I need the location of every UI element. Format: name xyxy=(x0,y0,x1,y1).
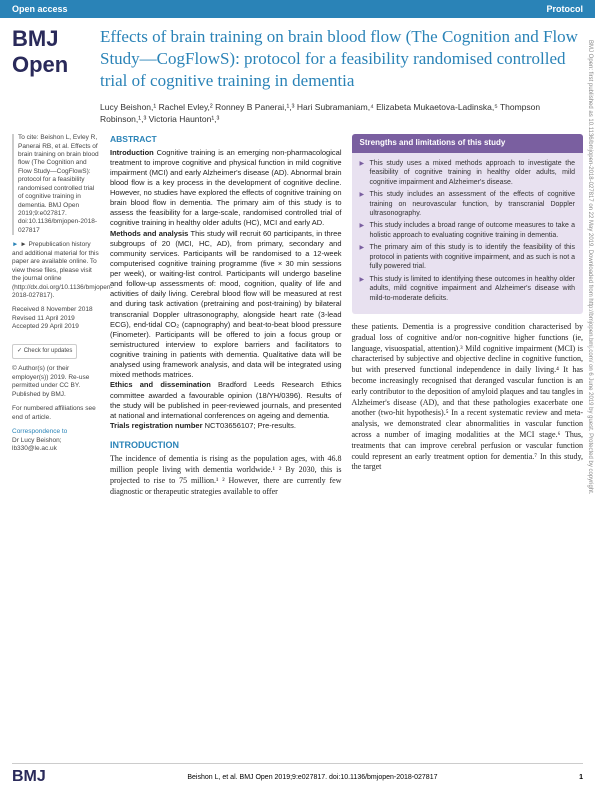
intro-col2: these patients. Dementia is a progressiv… xyxy=(352,322,584,473)
abstract-ethics: Ethics and dissemination Bradford Leeds … xyxy=(110,380,342,421)
column-right: Strengths and limitations of this study … xyxy=(352,134,584,497)
box-title: Strengths and limitations of this study xyxy=(352,134,584,153)
box-item: This study includes a broad range of out… xyxy=(360,221,576,240)
article-title: Effects of brain training on brain blood… xyxy=(100,26,583,92)
box-item: This study includes an assessment of the… xyxy=(360,190,576,218)
box-item: This study is limited to identifying the… xyxy=(360,275,576,303)
header-left: Open access xyxy=(12,4,68,14)
correspondence: Correspondence toDr Lucy Beishon; lb330@… xyxy=(12,428,100,453)
abstract-trials: Trials registration number NCT03656107; … xyxy=(110,421,342,431)
box-item: The primary aim of this study is to iden… xyxy=(360,243,576,271)
abstract-heading: ABSTRACT xyxy=(110,134,342,145)
prepub-note: ► ► Prepublication history and additiona… xyxy=(12,241,100,300)
title-row: BMJ Open Effects of brain training on br… xyxy=(0,18,595,92)
abstract-methods: Methods and analysis This study will rec… xyxy=(110,229,342,381)
footer-citation: Beishon L, et al. BMJ Open 2019;9:e02781… xyxy=(187,774,437,781)
column-left: ABSTRACT Introduction Cognitive training… xyxy=(110,134,342,497)
side-copyright: BMJ Open: first published as 10.1136/bmj… xyxy=(587,40,593,740)
footer-logo: BMJ xyxy=(12,768,46,786)
intro-heading: INTRODUCTION xyxy=(110,439,342,451)
page-number: 1 xyxy=(579,774,583,781)
footer: BMJ Beishon L, et al. BMJ Open 2019;9:e0… xyxy=(12,763,583,786)
journal-logo: BMJ Open xyxy=(12,26,100,78)
authors: Lucy Beishon,¹ Rachel Evley,² Ronney B P… xyxy=(0,92,595,134)
box-item: This study uses a mixed methods approach… xyxy=(360,159,576,187)
header-right: Protocol xyxy=(546,4,583,14)
sidebar: To cite: Beishon L, Evley R, Panerai RB,… xyxy=(12,134,100,497)
abstract-intro: Introduction Cognitive training is an em… xyxy=(110,148,342,229)
copyright: © Author(s) (or their employer(s)) 2019.… xyxy=(12,365,100,399)
dates: Received 8 November 2018 Revised 11 Apri… xyxy=(12,306,100,331)
content-columns: ABSTRACT Introduction Cognitive training… xyxy=(110,134,583,497)
box-list: This study uses a mixed methods approach… xyxy=(360,159,576,303)
header-bar: Open access Protocol xyxy=(0,0,595,18)
main-content: To cite: Beishon L, Evley R, Panerai RB,… xyxy=(0,134,595,497)
affiliations-note: For numbered affiliations see end of art… xyxy=(12,405,100,422)
citation: To cite: Beishon L, Evley R, Panerai RB,… xyxy=(12,134,100,235)
check-updates-button[interactable]: ✓ Check for updates xyxy=(12,344,77,360)
strengths-box: Strengths and limitations of this study … xyxy=(352,134,584,314)
intro-col1: The incidence of dementia is rising as t… xyxy=(110,454,342,497)
